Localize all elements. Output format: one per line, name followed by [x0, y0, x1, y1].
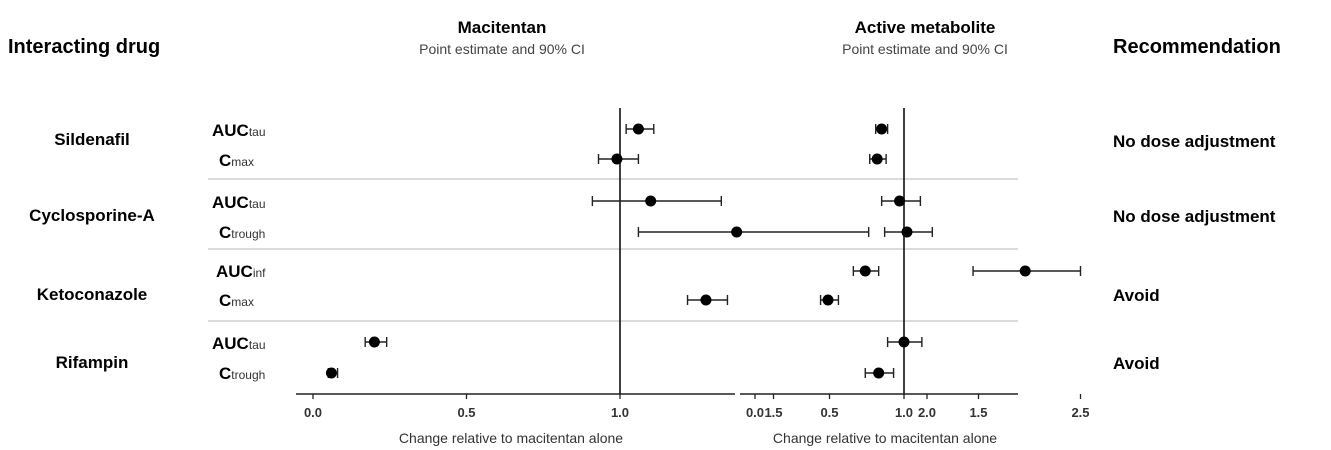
recommendation-cyclosporine: No dose adjustment [1113, 207, 1276, 226]
macitentan-x-tick-label: 1.5 [764, 405, 782, 420]
metabolite-panel-subtitle: Point estimate and 90% CI [842, 41, 1008, 57]
macitentan-x-tick-label: 1.0 [611, 405, 629, 420]
metabolite-point-estimate [898, 336, 910, 348]
metabolite-x-tick-label: 0.5 [820, 405, 838, 420]
metabolite-point-estimate [894, 195, 906, 207]
metabolite-point-estimate [876, 123, 888, 135]
macitentan-x-tick-label: 0.0 [304, 405, 322, 420]
metabolite-x-tick-label: 0.0 [746, 405, 764, 420]
macitentan-x-axis-title: Change relative to macitentan alone [399, 430, 623, 446]
interacting-drug-header: Interacting drug [8, 36, 160, 58]
metabolite-x-axis-title: Change relative to macitentan alone [773, 430, 997, 446]
macitentan-panel-subtitle: Point estimate and 90% CI [419, 41, 585, 57]
metabolite-panel-title: Active metabolite [855, 18, 996, 37]
macitentan-point-estimate [611, 153, 623, 165]
metabolite-point-estimate [859, 265, 871, 277]
metabolite-point-estimate [873, 367, 885, 379]
metabolite-plot-area: 0.0 0.5 1.0 1.5 [746, 108, 988, 420]
macitentan-x-tick-label: 2.5 [1071, 405, 1089, 420]
recommendation-rifampin: Avoid [1113, 354, 1160, 373]
recommendation-header: Recommendation [1113, 36, 1281, 58]
macitentan-point-estimate [731, 226, 743, 238]
metabolite-x-tick-label: 1.5 [969, 405, 987, 420]
param-label: Ctrough [219, 364, 265, 383]
macitentan-point-estimate [700, 294, 712, 306]
drug-label-sildenafil: Sildenafil [54, 130, 130, 149]
recommendation-sildenafil: No dose adjustment [1113, 132, 1276, 151]
param-label: AUCtau [212, 193, 266, 212]
macitentan-point-estimate [368, 336, 380, 348]
macitentan-plot-area: 0.0 0.5 1.0 1.5 2.0 2.5 [304, 108, 1090, 420]
metabolite-x-tick-label: 1.0 [895, 405, 913, 420]
param-label: Ctrough [219, 223, 265, 242]
metabolite-point-estimate [871, 153, 883, 165]
param-label: Cmax [219, 151, 254, 170]
param-label: AUCtau [212, 121, 266, 140]
macitentan-panel-title: Macitentan [458, 18, 547, 37]
metabolite-point-estimate [822, 294, 834, 306]
param-label: AUCtau [212, 334, 266, 353]
param-label: Cmax [219, 291, 254, 310]
macitentan-point-estimate [632, 123, 644, 135]
macitentan-point-estimate [325, 367, 337, 379]
macitentan-point-estimate [1019, 265, 1031, 277]
macitentan-x-tick-label: 0.5 [457, 405, 475, 420]
drug-label-ketoconazole: Ketoconazole [37, 285, 148, 304]
macitentan-point-estimate [645, 195, 657, 207]
metabolite-point-estimate [901, 226, 913, 238]
macitentan-x-tick-label: 2.0 [918, 405, 936, 420]
drug-label-cyclosporine: Cyclosporine-A [29, 206, 155, 225]
recommendation-ketoconazole: Avoid [1113, 286, 1160, 305]
param-label: AUCinf [216, 262, 266, 281]
drug-label-rifampin: Rifampin [56, 353, 129, 372]
